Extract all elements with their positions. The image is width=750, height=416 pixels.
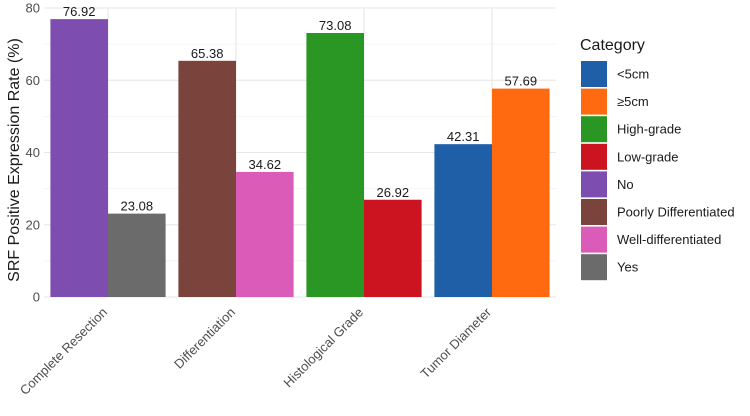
legend-label: <5cm xyxy=(617,67,649,82)
data-label: 26.92 xyxy=(377,185,410,200)
legend-key xyxy=(581,254,607,281)
bar xyxy=(492,88,550,297)
data-label: 65.38 xyxy=(191,46,224,61)
bars xyxy=(50,19,550,298)
legend-key xyxy=(581,61,607,87)
x-axis-ticks: Complete Resection Differentiation Histolo… xyxy=(17,304,495,398)
x-tick-label: Differentiation xyxy=(171,305,238,372)
data-label: 57.69 xyxy=(505,74,538,89)
legend-label: No xyxy=(617,177,634,192)
y-axis-ticks: 0 20 40 60 80 xyxy=(26,1,40,305)
bar xyxy=(50,19,108,298)
y-tick-label: 80 xyxy=(26,1,40,16)
data-label: 73.08 xyxy=(319,18,352,33)
legend-key xyxy=(581,226,607,253)
data-label: 34.62 xyxy=(249,157,282,172)
legend-label: High-grade xyxy=(617,122,681,137)
data-label: 42.31 xyxy=(447,129,480,144)
bar xyxy=(306,32,364,297)
bar xyxy=(236,171,294,297)
legend-label: Yes xyxy=(617,260,639,275)
y-axis-title: SRF Positive Expression Rate (%) xyxy=(6,38,23,282)
bar xyxy=(364,199,422,297)
legend-label: ≥5cm xyxy=(617,94,649,109)
x-tick-label: Tumor Diameter xyxy=(417,304,494,381)
legend-key xyxy=(581,116,607,143)
legend-key xyxy=(581,88,607,115)
y-tick-label: 20 xyxy=(26,217,40,232)
x-tick-label: Histological Grade xyxy=(280,305,366,391)
legend-label: Well-differentiated xyxy=(617,232,721,247)
data-label: 76.92 xyxy=(63,4,96,19)
bar xyxy=(108,213,166,297)
y-tick-label: 0 xyxy=(33,290,40,305)
data-label: 23.08 xyxy=(121,199,154,214)
legend-title: Category xyxy=(580,37,645,54)
bar xyxy=(434,144,492,297)
x-tick-label: Complete Resection xyxy=(17,305,110,398)
y-tick-label: 40 xyxy=(26,145,40,160)
y-tick-label: 60 xyxy=(26,73,40,88)
legend: Category <5cm ≥5cm High-grade Low-grade No Po… xyxy=(580,37,735,281)
legend-label: Low-grade xyxy=(617,149,678,164)
bar xyxy=(178,60,236,297)
legend-key xyxy=(581,199,607,225)
legend-label: Poorly Differentiated xyxy=(617,205,735,220)
legend-key xyxy=(581,143,607,170)
data-labels: 76.92 23.08 65.38 34.62 73.08 26.92 42.31 57.69 xyxy=(63,4,537,213)
legend-key xyxy=(581,171,607,198)
